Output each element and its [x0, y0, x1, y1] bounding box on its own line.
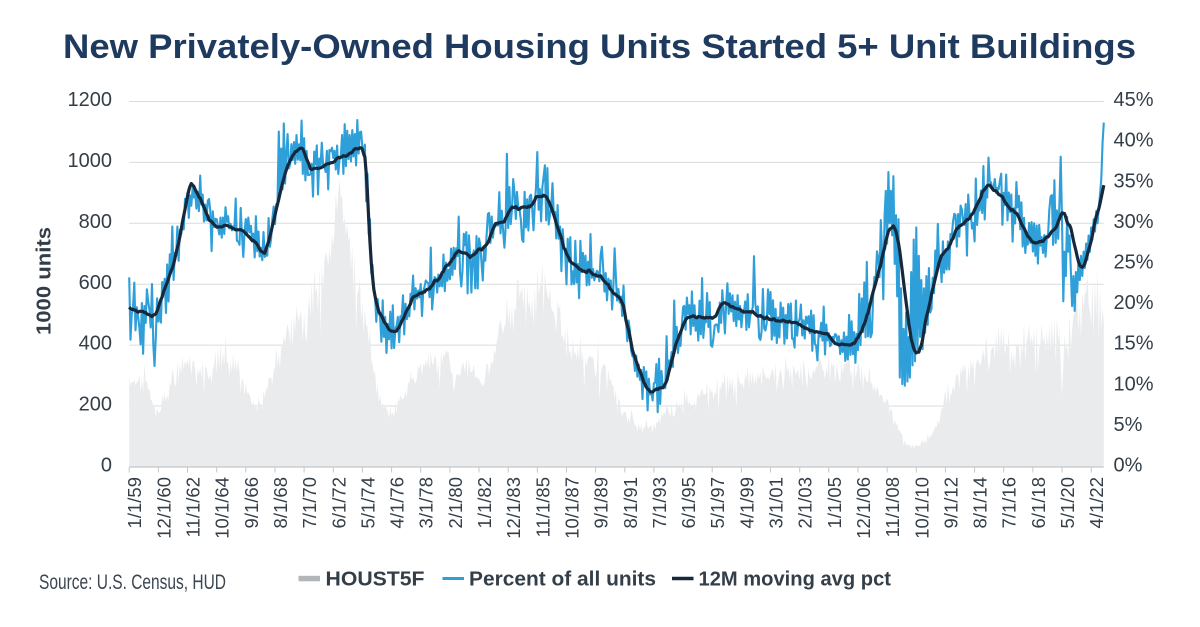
svg-text:2/1/80: 2/1/80 — [445, 477, 466, 528]
svg-text:5%: 5% — [1114, 414, 1143, 436]
svg-text:6/1/95: 6/1/95 — [678, 477, 699, 528]
svg-text:11/1/08: 11/1/08 — [882, 477, 903, 537]
svg-text:7/1/70: 7/1/70 — [299, 477, 320, 528]
svg-text:6/1/18: 6/1/18 — [1028, 477, 1049, 528]
svg-text:4/1/22: 4/1/22 — [1086, 477, 1107, 528]
svg-text:7/1/93: 7/1/93 — [649, 477, 670, 528]
svg-text:8/1/68: 8/1/68 — [270, 477, 291, 528]
svg-text:40%: 40% — [1114, 130, 1154, 152]
svg-text:9/1/66: 9/1/66 — [241, 477, 262, 528]
svg-text:11/1/85: 11/1/85 — [532, 477, 553, 537]
svg-text:9/1/12: 9/1/12 — [940, 477, 961, 528]
svg-text:10/1/10: 10/1/10 — [911, 477, 932, 539]
svg-text:1/1/05: 1/1/05 — [824, 477, 845, 528]
svg-text:12/1/06: 12/1/06 — [853, 477, 874, 539]
svg-text:20%: 20% — [1114, 292, 1154, 314]
svg-text:3/1/01: 3/1/01 — [766, 477, 787, 528]
svg-text:4/1/99: 4/1/99 — [736, 477, 757, 528]
svg-text:12M moving avg pct: 12M moving avg pct — [699, 568, 892, 591]
svg-text:30%: 30% — [1114, 211, 1154, 233]
svg-text:10/1/87: 10/1/87 — [562, 477, 583, 539]
svg-text:6/1/72: 6/1/72 — [328, 477, 349, 528]
svg-text:New Privately-Owned Housing Un: New Privately-Owned Housing Units Starte… — [63, 28, 1136, 66]
svg-text:HOUST5F: HOUST5F — [326, 568, 425, 591]
svg-text:5/1/97: 5/1/97 — [707, 477, 728, 528]
svg-text:1/1/59: 1/1/59 — [124, 477, 145, 528]
svg-text:4/1/76: 4/1/76 — [387, 477, 408, 528]
svg-text:12/1/83: 12/1/83 — [503, 477, 524, 539]
svg-text:0: 0 — [101, 455, 112, 477]
svg-text:Percent of all units: Percent of all units — [469, 568, 656, 591]
svg-text:200: 200 — [79, 394, 112, 416]
svg-text:12/1/60: 12/1/60 — [153, 477, 174, 539]
svg-text:7/1/16: 7/1/16 — [999, 477, 1020, 528]
svg-text:10%: 10% — [1114, 373, 1154, 395]
svg-text:11/1/62: 11/1/62 — [183, 477, 204, 537]
svg-text:45%: 45% — [1114, 89, 1154, 111]
svg-text:1000 units: 1000 units — [33, 227, 56, 335]
svg-text:5/1/20: 5/1/20 — [1057, 477, 1078, 528]
svg-text:35%: 35% — [1114, 170, 1154, 192]
svg-text:1000: 1000 — [68, 150, 113, 172]
svg-text:400: 400 — [79, 333, 112, 355]
svg-text:5/1/74: 5/1/74 — [357, 477, 378, 528]
svg-text:1200: 1200 — [68, 89, 113, 111]
svg-text:25%: 25% — [1114, 252, 1154, 274]
svg-text:1/1/82: 1/1/82 — [474, 477, 495, 528]
svg-text:8/1/91: 8/1/91 — [620, 477, 641, 528]
svg-text:8/1/14: 8/1/14 — [970, 477, 991, 528]
svg-text:2/1/03: 2/1/03 — [795, 477, 816, 528]
svg-text:Source: U.S. Census, HUD: Source: U.S. Census, HUD — [39, 570, 226, 594]
svg-text:10/1/64: 10/1/64 — [212, 477, 233, 539]
svg-text:800: 800 — [79, 211, 112, 233]
svg-text:600: 600 — [79, 272, 112, 294]
svg-text:15%: 15% — [1114, 333, 1154, 355]
svg-text:3/1/78: 3/1/78 — [416, 477, 437, 528]
svg-text:9/1/89: 9/1/89 — [591, 477, 612, 528]
svg-text:0%: 0% — [1114, 455, 1143, 477]
